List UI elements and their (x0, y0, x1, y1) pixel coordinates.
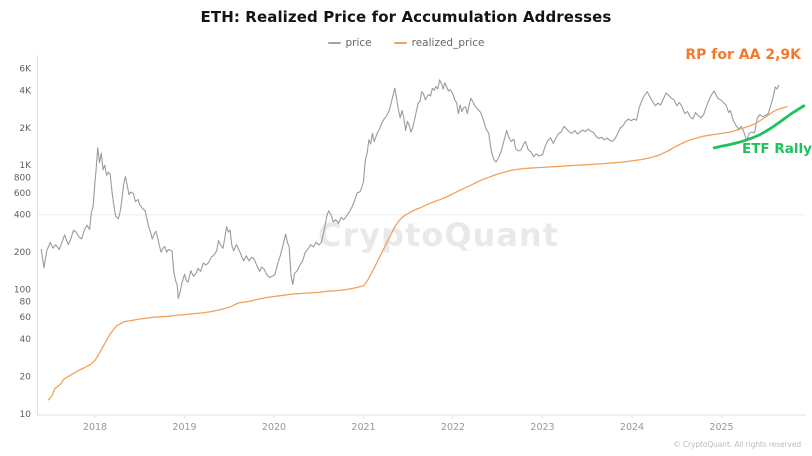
y-axis-tick-label: 80 (20, 298, 32, 308)
x-axis-tick-label: 2024 (620, 422, 644, 433)
copyright-text: © CryptoQuant. All rights reserved (673, 440, 801, 449)
realized_price-line (47, 106, 788, 401)
legend-label-realized-price: realized_price (411, 37, 485, 49)
y-axis-tick-label: 20 (20, 373, 32, 383)
y-axis-tick-label: 6K (19, 64, 32, 74)
rp-for-aa-annotation: RP for AA 2,9K (685, 47, 801, 63)
legend-label-price: price (345, 37, 372, 49)
x-axis-tick-label: 2019 (172, 422, 196, 433)
y-axis-tick-label: 2K (19, 124, 32, 134)
x-axis-tick-label: 2021 (351, 422, 375, 433)
chart-legend: price realized_price (0, 37, 812, 49)
legend-item-realized-price[interactable]: realized_price (393, 37, 485, 49)
y-axis-tick-label: 10 (20, 410, 32, 420)
cryptoquant-watermark: CryptoQuant (318, 216, 559, 254)
price-line (40, 79, 780, 299)
etf_rally_projection-curve (712, 104, 806, 150)
y-axis-tick-label: 100 (14, 286, 31, 296)
x-axis-tick-label: 2018 (83, 422, 107, 433)
y-axis-tick-label: 200 (14, 248, 31, 258)
realized-price-series-swatch-icon (393, 42, 407, 44)
x-axis-tick-label: 2020 (262, 422, 286, 433)
y-axis-tick-label: 400 (14, 211, 31, 221)
y-axis-tick-label: 60 (20, 313, 32, 323)
page-title: ETH: Realized Price for Accumulation Add… (200, 8, 612, 26)
axis-lines (37, 55, 806, 416)
y-axis-tick-label: 800 (14, 173, 31, 183)
y-axis-tick-label: 40 (20, 335, 32, 345)
x-axis-tick-label: 2022 (441, 422, 465, 433)
y-axis-tick-label: 4K (19, 86, 32, 96)
y-axis-tick-label: 1K (19, 161, 32, 171)
etf-rally-annotation: ETF Rally (742, 141, 812, 157)
price-series-swatch-icon (327, 42, 341, 44)
x-axis-tick-label: 2023 (530, 422, 554, 433)
y-axis-tick-label: 600 (14, 189, 31, 199)
legend-item-price[interactable]: price (327, 37, 372, 49)
x-axis-tick-label: 2025 (709, 422, 733, 433)
